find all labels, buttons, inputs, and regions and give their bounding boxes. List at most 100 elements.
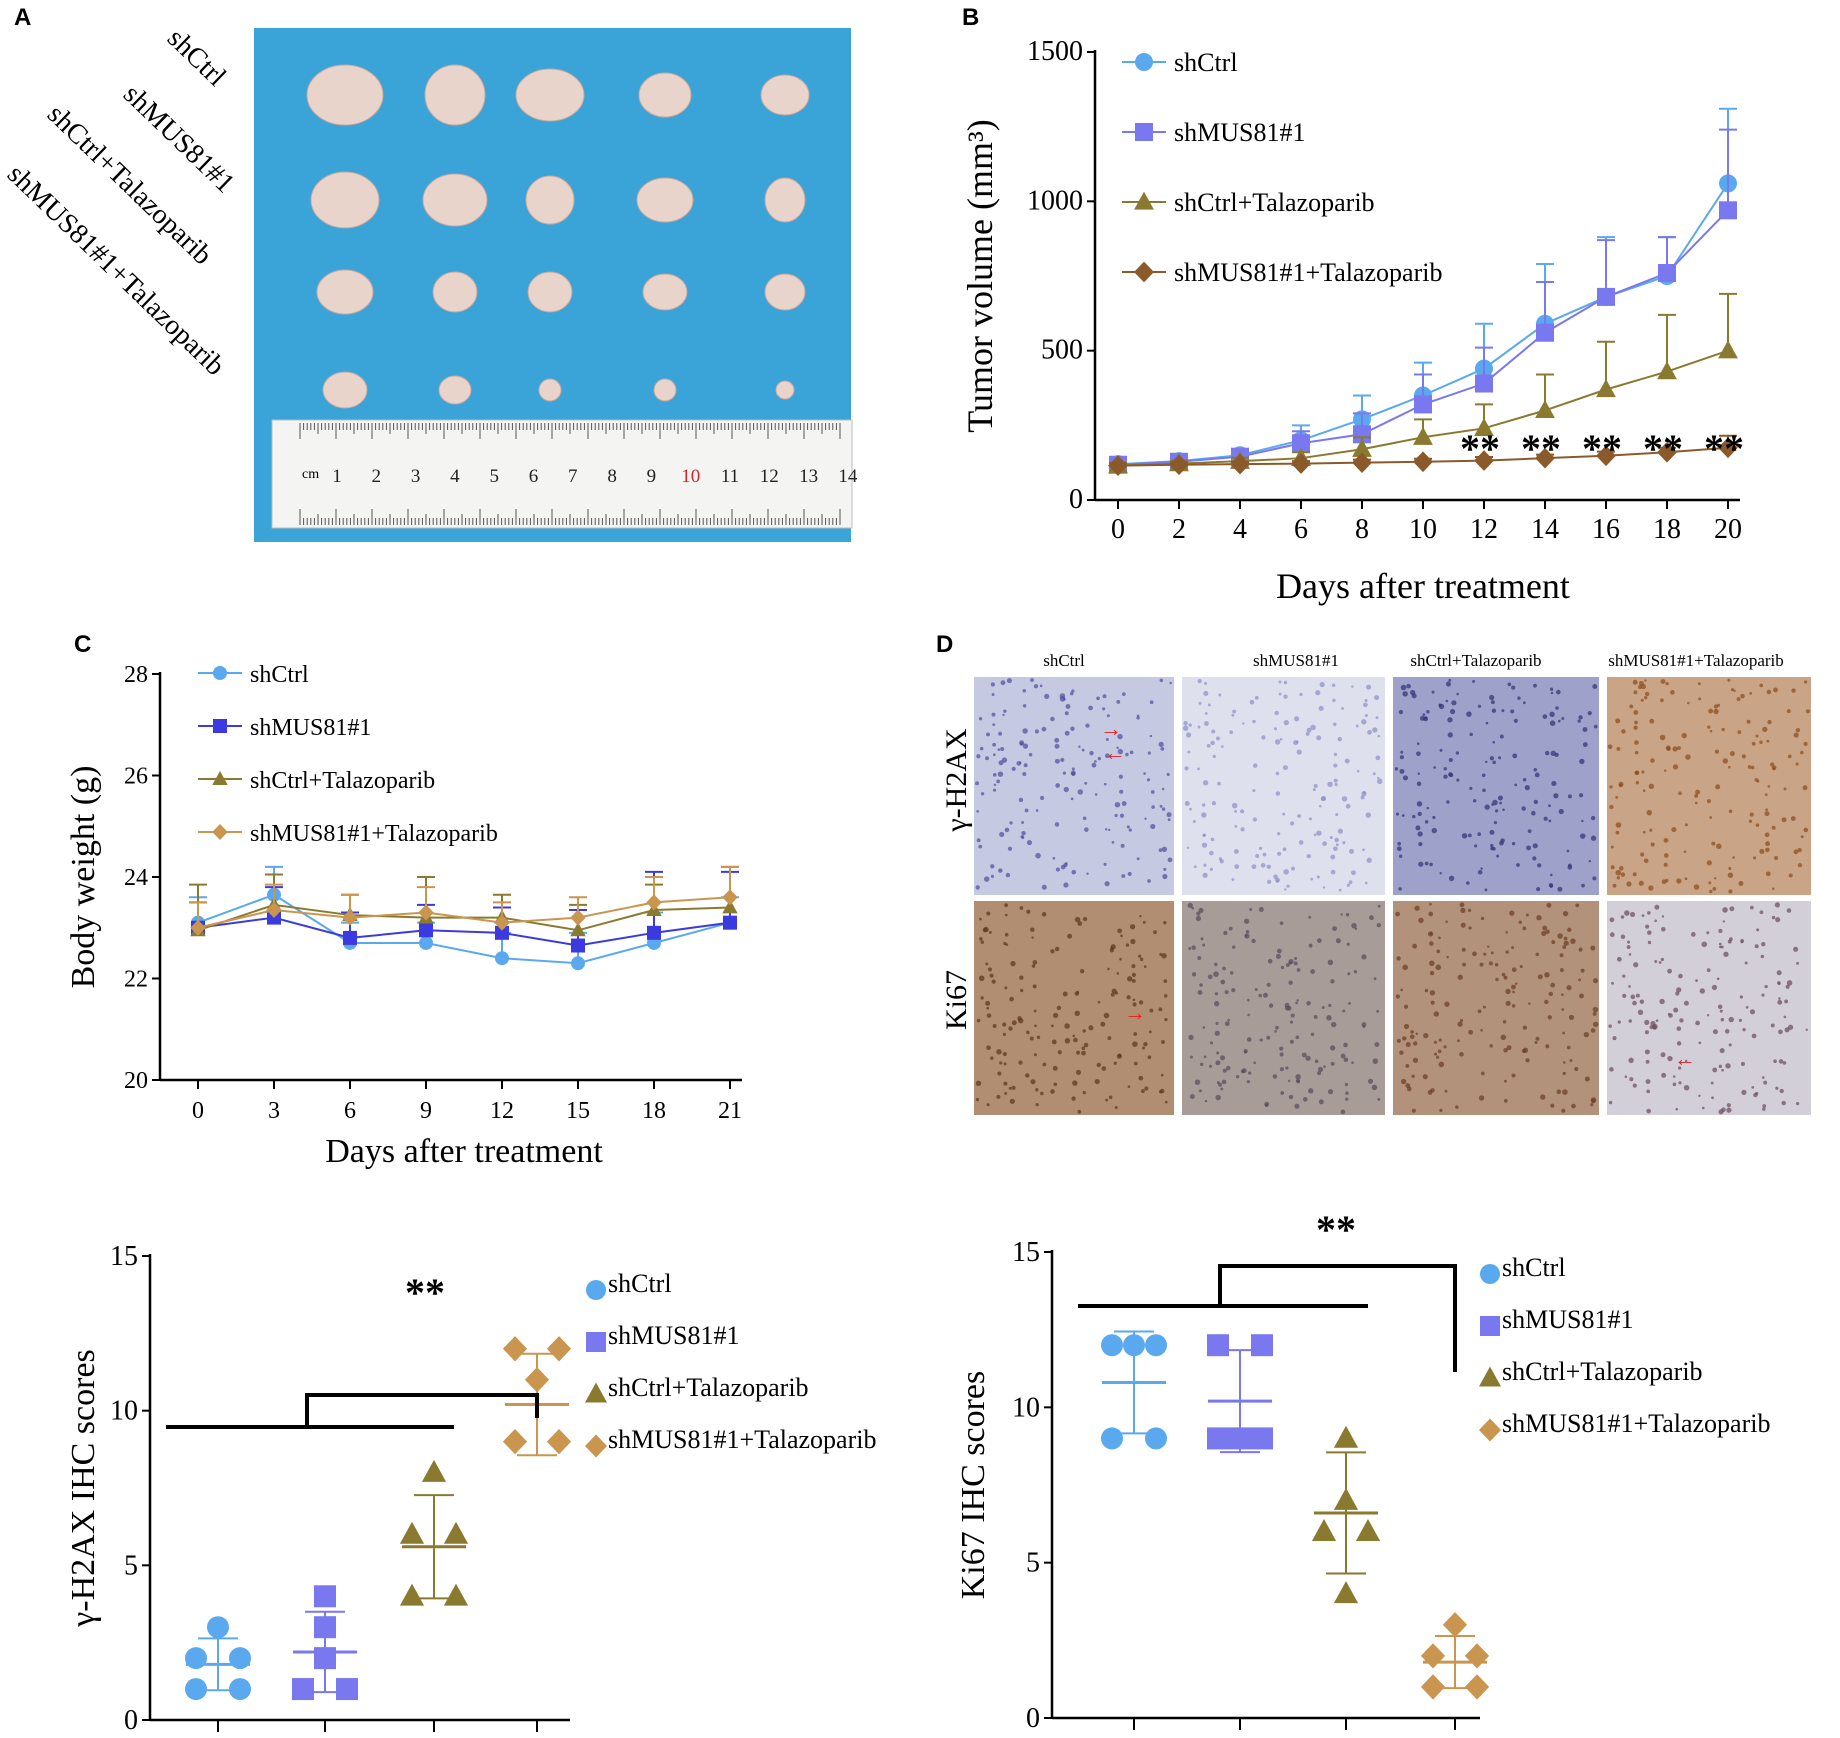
cell-nucleus <box>1316 875 1320 879</box>
cell-nucleus <box>1002 1032 1006 1036</box>
cell-nucleus <box>1316 830 1322 836</box>
cell-nucleus <box>1482 1005 1486 1009</box>
cell-nucleus <box>1775 1086 1779 1090</box>
cell-nucleus <box>1723 951 1729 957</box>
cell-nucleus <box>1208 1064 1213 1068</box>
cell-nucleus <box>1296 968 1301 972</box>
cell-nucleus <box>1020 835 1024 839</box>
cell-nucleus <box>1659 998 1665 1005</box>
cell-nucleus <box>1372 727 1378 733</box>
legend-label: shMUS81#1 <box>250 715 371 741</box>
cell-nucleus <box>1429 990 1436 996</box>
series-line <box>197 916 731 947</box>
cell-nucleus <box>1708 881 1712 885</box>
cell-nucleus <box>1375 755 1381 761</box>
data-point <box>1145 1427 1167 1450</box>
cell-nucleus <box>1057 1050 1062 1055</box>
cell-nucleus <box>1634 720 1638 725</box>
cell-nucleus <box>1216 1051 1220 1055</box>
significance-annotation: ** <box>1460 426 1500 471</box>
cell-nucleus <box>1056 1005 1062 1011</box>
cell-nucleus <box>1322 886 1326 889</box>
cell-nucleus <box>1035 852 1041 859</box>
cell-nucleus <box>1718 1109 1724 1115</box>
cell-nucleus <box>1308 915 1312 919</box>
cell-nucleus <box>1274 710 1279 716</box>
cell-nucleus <box>1335 938 1341 944</box>
cell-nucleus <box>1429 941 1434 946</box>
cell-nucleus <box>1444 1089 1448 1093</box>
cell-nucleus <box>1021 821 1025 824</box>
cell-nucleus <box>1302 1097 1308 1102</box>
cell-nucleus <box>1149 1008 1154 1013</box>
cell-nucleus <box>1438 703 1445 710</box>
panel-d-row-label-1: Ki67 <box>940 970 973 1030</box>
cell-nucleus <box>1621 729 1626 734</box>
cell-nucleus <box>1243 918 1250 924</box>
cell-nucleus <box>1622 993 1627 998</box>
cell-nucleus <box>1626 945 1631 950</box>
legend-label: shMUS81#1 <box>1502 1305 1633 1334</box>
cell-nucleus <box>1285 1066 1289 1070</box>
cell-nucleus <box>1400 988 1403 992</box>
cell-nucleus <box>1279 1067 1284 1072</box>
cell-nucleus <box>989 973 994 978</box>
cell-nucleus <box>1062 991 1068 997</box>
cell-nucleus <box>1578 715 1583 720</box>
cell-nucleus <box>1638 880 1644 886</box>
cell-nucleus <box>1395 812 1400 816</box>
cell-nucleus <box>1737 730 1742 735</box>
cell-nucleus <box>1485 760 1488 764</box>
cell-nucleus <box>1628 985 1631 988</box>
cell-nucleus <box>1191 945 1196 950</box>
cell-nucleus <box>1327 1089 1334 1095</box>
cell-nucleus <box>1116 1053 1122 1059</box>
cell-nucleus <box>1698 697 1702 701</box>
data-point <box>1352 452 1372 474</box>
cell-nucleus <box>1522 926 1527 931</box>
cell-nucleus <box>1684 1059 1688 1063</box>
x-tick-label: 12 <box>490 1098 514 1124</box>
cell-nucleus <box>1364 714 1368 718</box>
cell-nucleus <box>1085 723 1090 728</box>
cell-nucleus <box>1055 867 1061 872</box>
cell-nucleus <box>1341 796 1348 802</box>
cell-nucleus <box>1641 770 1645 774</box>
cell-nucleus <box>1499 734 1504 739</box>
cell-nucleus <box>1629 911 1636 917</box>
cell-nucleus <box>1002 713 1005 717</box>
cell-nucleus <box>1537 974 1543 980</box>
cell-nucleus <box>1277 832 1281 836</box>
ruler-unit: cm <box>302 467 319 482</box>
y-tick-label: 500 <box>1041 335 1083 366</box>
cell-nucleus <box>1462 962 1467 967</box>
cell-nucleus <box>1542 925 1548 931</box>
data-point <box>185 1647 207 1670</box>
cell-nucleus <box>1136 716 1140 720</box>
cell-nucleus <box>1793 849 1799 855</box>
cell-nucleus <box>1251 938 1256 944</box>
cell-nucleus <box>999 1061 1003 1065</box>
cell-nucleus <box>991 979 996 984</box>
cell-nucleus <box>1535 952 1540 957</box>
cell-nucleus <box>987 967 992 972</box>
cell-nucleus <box>1786 908 1792 913</box>
cell-nucleus <box>1650 758 1655 763</box>
cell-nucleus <box>1678 791 1682 796</box>
cell-nucleus <box>1486 945 1490 948</box>
cell-nucleus <box>1143 772 1146 775</box>
cell-nucleus <box>1301 1052 1307 1058</box>
cell-nucleus <box>1472 951 1477 957</box>
cell-nucleus <box>1192 820 1196 824</box>
cell-nucleus <box>1569 1059 1573 1062</box>
panel-a-row-label-0: shCtrl <box>161 23 232 93</box>
cell-nucleus <box>1196 911 1201 916</box>
cell-nucleus <box>1166 812 1172 818</box>
cell-nucleus <box>1805 1028 1808 1032</box>
cell-nucleus <box>1060 757 1065 763</box>
y-axis-label: Tumor volume (mm³) <box>960 119 1000 432</box>
cell-nucleus <box>1331 683 1336 687</box>
cell-nucleus <box>1511 841 1516 846</box>
cell-nucleus <box>1706 860 1712 866</box>
cell-nucleus <box>979 917 982 921</box>
